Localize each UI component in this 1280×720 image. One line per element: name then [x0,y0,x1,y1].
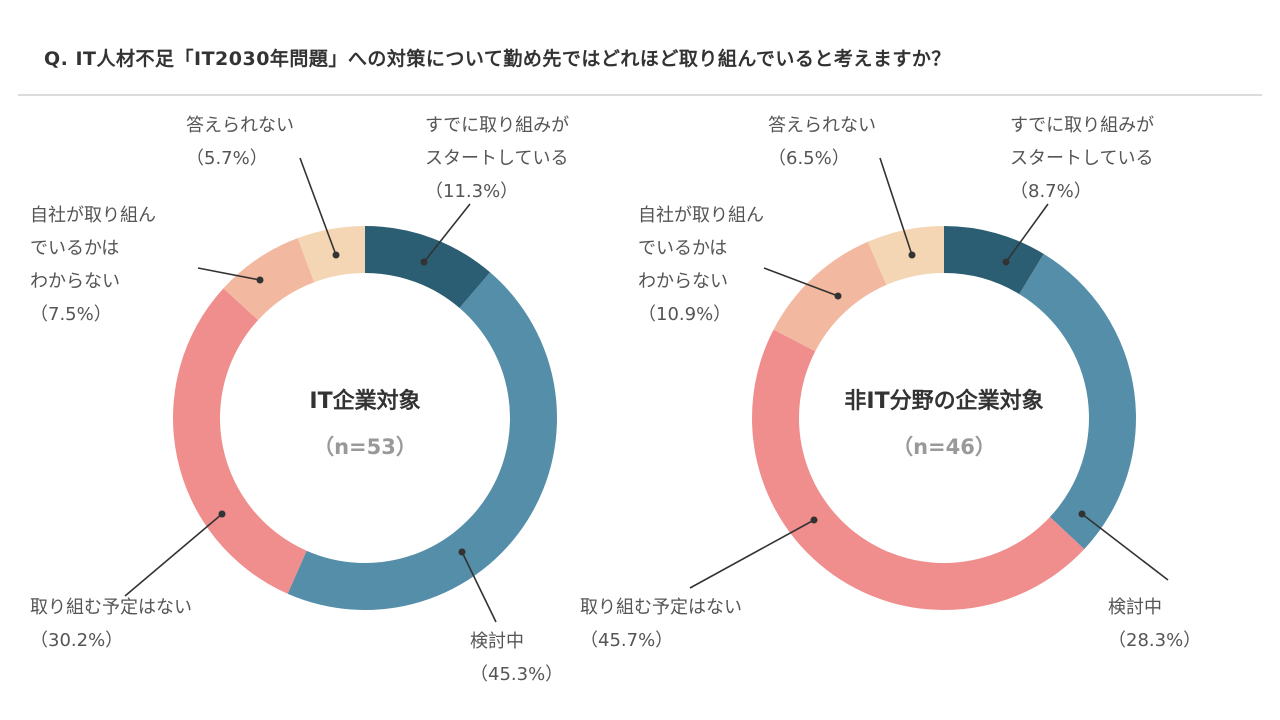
slice-label: わからない [30,271,120,292]
leader-dot [256,276,264,284]
slice-label: 取り組む予定はない [580,597,742,618]
slice-no-answer [297,226,365,283]
slice-label: （7.5%） [30,304,112,325]
slice-label: スタートしている [1010,148,1153,169]
slice-considering [287,272,558,611]
leader-dot [218,510,226,518]
slice-label: でいるかは [638,238,727,259]
leader-dot [834,292,842,300]
leader-line [124,513,223,597]
slice-label: 検討中 [470,631,524,652]
slice-label: でいるかは [30,238,119,259]
leader-dot [1078,510,1086,518]
leader-dot [908,251,916,259]
slice-label: 答えられない [186,115,294,136]
leader-line [689,519,815,589]
leader-line [461,551,497,623]
leader-line [197,267,261,281]
slice-label: （8.7%） [1010,181,1092,202]
slice-label: 自社が取り組ん [638,205,764,226]
slice-no-plan [751,329,1085,611]
question-title: Q. IT人材不足「IT2030年問題」への対策について勤め先ではどれほど取り組… [44,48,951,70]
leader-line [299,157,337,256]
leader-dot [458,548,466,556]
leader-dot [420,258,428,266]
slice-label: （30.2%） [30,630,123,651]
leader-line [1005,203,1049,263]
slice-unknown [223,238,315,321]
slice-label: 取り組む予定はない [30,597,192,618]
leader-line [423,203,471,263]
divider [18,94,1262,96]
slice-no-answer [867,226,944,285]
chart-sample-size: （n=46） [892,435,996,459]
leader-line [763,267,839,297]
slice-label: （45.7%） [580,630,673,651]
slice-label: （5.7%） [186,148,268,169]
leader-line [879,157,913,256]
leader-dot [1002,258,1010,266]
chart-sample-size: （n=53） [313,435,417,459]
slice-label: （11.3%） [425,181,518,202]
chart-center-title: IT企業対象 [309,388,420,414]
leader-line [1081,513,1169,581]
slice-label: 自社が取り組ん [30,205,156,226]
slice-considering [1019,253,1136,550]
slice-label: 検討中 [1108,597,1162,618]
slice-label: （45.3%） [470,664,563,685]
slice-unknown [773,241,887,352]
slice-label: （28.3%） [1108,630,1201,651]
slice-label: すでに取り組みが [1010,115,1154,136]
slice-label: わからない [638,271,728,292]
leader-dot [332,251,340,259]
slice-label: 答えられない [768,115,876,136]
slice-label: すでに取り組みが [425,115,569,136]
slice-label: （6.5%） [768,148,850,169]
slice-label: スタートしている [425,148,568,169]
leader-dot [810,516,818,524]
slice-label: （10.9%） [638,304,731,325]
slice-already-started [365,226,491,309]
slice-no-plan [172,288,307,594]
chart-center-title: 非IT分野の企業対象 [844,388,1043,414]
